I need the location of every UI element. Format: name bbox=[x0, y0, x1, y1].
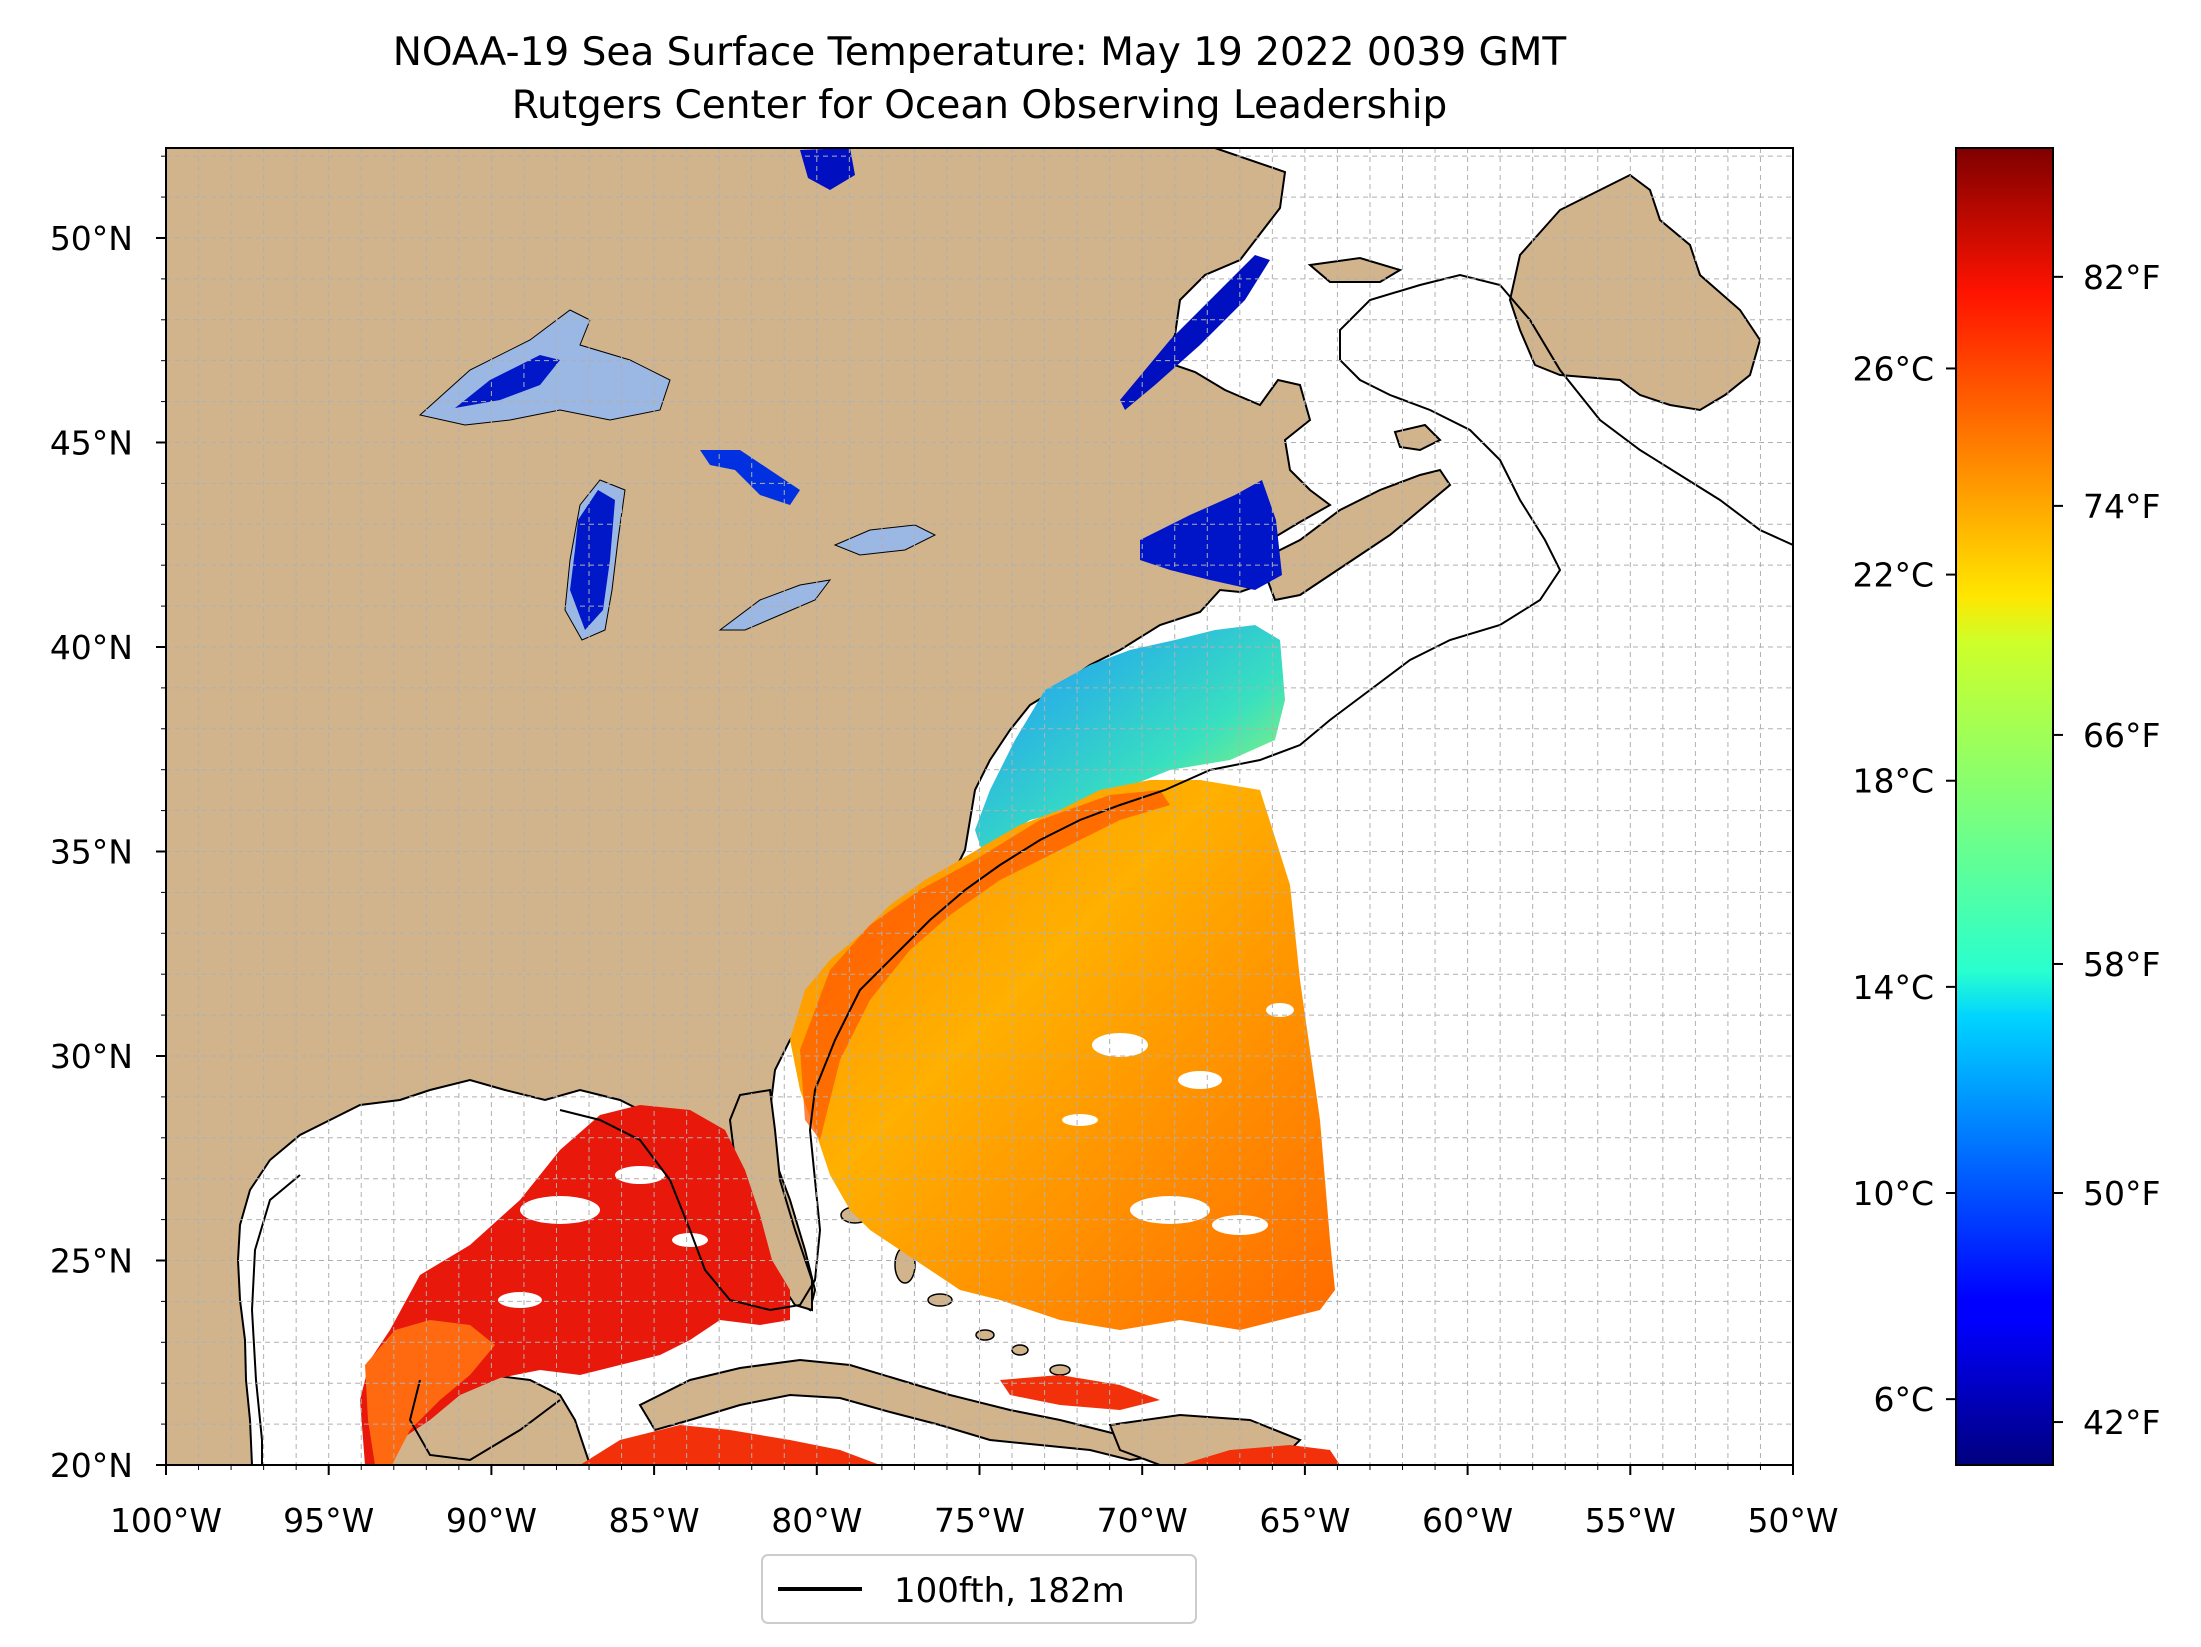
y-tick-label: 35°N bbox=[50, 832, 133, 871]
colorbar-f-tick-label: 82°F bbox=[2083, 258, 2160, 297]
colorbar-c-tick-label: 26°C bbox=[1852, 349, 1934, 388]
x-tick-label: 50°W bbox=[1747, 1501, 1838, 1540]
y-tick-label: 50°N bbox=[50, 219, 133, 258]
map-grid bbox=[166, 148, 1793, 1465]
land-anticosti bbox=[1307, 256, 1403, 283]
land-pei bbox=[1393, 423, 1442, 452]
colorbar-gradient bbox=[1955, 147, 2054, 1466]
cloud-gaps-atlantic bbox=[1062, 1003, 1294, 1235]
x-tick-label: 90°W bbox=[446, 1501, 537, 1540]
land-newfoundland bbox=[1508, 173, 1762, 412]
cloud-gaps-gulf bbox=[498, 1166, 708, 1308]
x-tick-label: 85°W bbox=[609, 1501, 700, 1540]
y-tick-label: 30°N bbox=[50, 1037, 133, 1076]
x-tick-label: 75°W bbox=[934, 1501, 1025, 1540]
colorbar-fahrenheit-ticks: 42°F 50°F 58°F 66°F 74°F 82°F bbox=[2053, 258, 2160, 1442]
x-axis: 100°W 95°W 90°W 85°W 80°W 75°W 70°W 65°W 60°W 55°… bbox=[110, 1465, 1839, 1540]
isobath-100fth bbox=[250, 273, 1793, 1465]
sst-gulf-stream-core bbox=[800, 790, 1170, 1140]
colorbar-c-tick-label: 6°C bbox=[1873, 1380, 1934, 1419]
colorbar: 42°F 50°F 58°F 66°F 74°F 82°F 6°C 10°C 14°C 18°C… bbox=[1852, 147, 2160, 1466]
x-tick-label: 95°W bbox=[283, 1501, 374, 1540]
legend-box bbox=[761, 1554, 1197, 1624]
colorbar-celsius-ticks: 6°C 10°C 14°C 18°C 22°C 26°C bbox=[1852, 349, 1956, 1419]
title-line-2: Rutgers Center for Ocean Observing Leade… bbox=[512, 83, 1448, 128]
colorbar-c-tick-label: 10°C bbox=[1852, 1174, 1934, 1213]
y-tick-label: 25°N bbox=[50, 1241, 133, 1280]
colorbar-f-tick-label: 58°F bbox=[2083, 945, 2160, 984]
colorbar-c-tick-label: 18°C bbox=[1852, 762, 1934, 801]
y-axis: 20°N 25°N 30°N 35°N 40°N 45°N 50°N bbox=[50, 155, 166, 1485]
sst-western-gulf bbox=[365, 1320, 495, 1465]
sst-caribbean bbox=[580, 1375, 1340, 1465]
colorbar-f-tick-label: 50°F bbox=[2083, 1174, 2160, 1213]
title-line-1: NOAA-19 Sea Surface Temperature: May 19 … bbox=[393, 30, 1567, 75]
lake-erie bbox=[718, 579, 832, 631]
colorbar-c-tick-label: 22°C bbox=[1852, 556, 1934, 595]
colorbar-f-tick-label: 74°F bbox=[2083, 487, 2160, 526]
x-tick-label: 55°W bbox=[1585, 1501, 1676, 1540]
x-tick-label: 65°W bbox=[1259, 1501, 1350, 1540]
y-tick-label: 45°N bbox=[50, 423, 133, 462]
x-tick-label: 60°W bbox=[1422, 1501, 1513, 1540]
colorbar-f-tick-label: 66°F bbox=[2083, 716, 2160, 755]
colorbar-f-tick-label: 42°F bbox=[2083, 1403, 2160, 1442]
y-tick-label: 20°N bbox=[50, 1446, 133, 1485]
x-tick-label: 80°W bbox=[771, 1501, 862, 1540]
legend: 100fth, 182m bbox=[761, 1554, 1197, 1624]
x-tick-label: 70°W bbox=[1097, 1501, 1188, 1540]
x-tick-label: 100°W bbox=[110, 1501, 222, 1540]
colorbar-c-tick-label: 14°C bbox=[1852, 968, 1934, 1007]
legend-label: 100fth, 182m bbox=[894, 1571, 1125, 1611]
lake-ontario bbox=[833, 524, 937, 556]
cold-sst-patches bbox=[455, 148, 1282, 630]
y-tick-label: 40°N bbox=[50, 628, 133, 667]
